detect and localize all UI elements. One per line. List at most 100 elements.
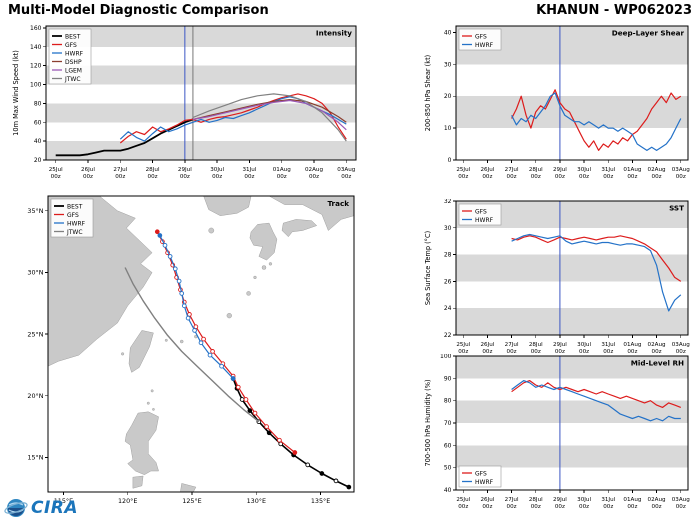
page-header: Multi-Model Diagnostic Comparison KHANUN… bbox=[8, 3, 692, 18]
svg-text:25Jul: 25Jul bbox=[456, 342, 470, 348]
svg-text:01Aug: 01Aug bbox=[623, 167, 641, 173]
svg-text:30Jul: 30Jul bbox=[210, 167, 224, 173]
cira-globe-icon bbox=[4, 499, 28, 517]
track-point-gfs bbox=[277, 437, 282, 443]
track-point-best bbox=[239, 397, 245, 402]
svg-text:00z: 00z bbox=[482, 349, 492, 355]
svg-text:00z: 00z bbox=[555, 174, 565, 180]
svg-text:00z: 00z bbox=[309, 174, 319, 180]
svg-text:27Jul: 27Jul bbox=[505, 497, 519, 503]
track-point-hwrf bbox=[179, 291, 185, 296]
island bbox=[179, 339, 184, 344]
svg-text:130°E: 130°E bbox=[247, 497, 266, 505]
svg-text:15°N: 15°N bbox=[27, 454, 43, 462]
band bbox=[456, 308, 688, 335]
shear-series-gfs bbox=[511, 89, 682, 152]
svg-text:26Jul: 26Jul bbox=[480, 167, 494, 173]
svg-text:00z: 00z bbox=[627, 504, 637, 510]
track-point-gfs bbox=[187, 312, 192, 317]
svg-text:00z: 00z bbox=[115, 174, 125, 180]
svg-text:26Jul: 26Jul bbox=[81, 167, 95, 173]
svg-text:30: 30 bbox=[444, 61, 452, 68]
land-korea bbox=[203, 196, 252, 216]
svg-text:40: 40 bbox=[34, 138, 42, 145]
svg-text:80: 80 bbox=[444, 398, 452, 405]
page-title: Multi-Model Diagnostic Comparison bbox=[8, 3, 269, 18]
svg-text:28Jul: 28Jul bbox=[529, 342, 543, 348]
svg-text:00z: 00z bbox=[482, 504, 492, 510]
svg-text:00z: 00z bbox=[603, 174, 613, 180]
track-point-hwrf bbox=[230, 376, 236, 381]
track-point-gfs bbox=[193, 324, 199, 330]
svg-text:00z: 00z bbox=[676, 504, 686, 510]
rh-chart-panel: 40 50 60 70 80 90 100 25Jul 00z 26Jul 00z 27Jul 00z 2… bbox=[420, 353, 692, 524]
svg-text:31Jul: 31Jul bbox=[601, 342, 615, 348]
svg-text:00z: 00z bbox=[341, 174, 351, 180]
rh-series-hwrf bbox=[511, 380, 681, 422]
band bbox=[46, 141, 356, 160]
svg-text:20: 20 bbox=[444, 93, 452, 100]
shear-chart-panel: 0 10 20 30 40 25Jul 00z 26Jul 00z 27Jul 00z 28Jul 00… bbox=[420, 24, 692, 194]
track-point-gfs bbox=[235, 384, 241, 390]
land-samar bbox=[180, 483, 197, 492]
svg-text:HWRF: HWRF bbox=[67, 220, 86, 227]
svg-text:26: 26 bbox=[444, 278, 452, 285]
svg-text:00z: 00z bbox=[603, 349, 613, 355]
svg-text:30Jul: 30Jul bbox=[577, 167, 591, 173]
svg-text:80: 80 bbox=[34, 100, 42, 107]
svg-text:27Jul: 27Jul bbox=[113, 167, 127, 173]
track-point-hwrf bbox=[198, 340, 204, 346]
svg-text:GFS: GFS bbox=[475, 33, 487, 40]
legend-box bbox=[50, 198, 94, 238]
svg-text:22: 22 bbox=[444, 332, 452, 339]
svg-text:Mid-Level RH: Mid-Level RH bbox=[631, 359, 684, 368]
svg-text:BEST: BEST bbox=[67, 203, 83, 210]
svg-text:00z: 00z bbox=[555, 349, 565, 355]
svg-text:01Aug: 01Aug bbox=[273, 167, 291, 173]
svg-text:26Jul: 26Jul bbox=[480, 497, 494, 503]
svg-text:00z: 00z bbox=[148, 174, 158, 180]
svg-text:GFS: GFS bbox=[475, 470, 487, 477]
svg-text:60: 60 bbox=[34, 119, 42, 126]
svg-text:29Jul: 29Jul bbox=[178, 167, 192, 173]
svg-text:20: 20 bbox=[34, 157, 42, 164]
svg-text:32: 32 bbox=[444, 199, 452, 205]
svg-text:00z: 00z bbox=[676, 174, 686, 180]
map-layers bbox=[48, 196, 354, 492]
land-shikoku bbox=[281, 219, 318, 238]
svg-text:70: 70 bbox=[444, 420, 452, 427]
svg-text:00z: 00z bbox=[652, 504, 662, 510]
island bbox=[150, 389, 154, 393]
svg-text:25Jul: 25Jul bbox=[456, 497, 470, 503]
svg-text:HWRF: HWRF bbox=[65, 50, 84, 57]
island bbox=[146, 401, 150, 405]
svg-text:26Jul: 26Jul bbox=[480, 342, 494, 348]
svg-text:JTWC: JTWC bbox=[66, 229, 83, 236]
land-taiwan bbox=[128, 330, 154, 373]
shear-series-hwrf bbox=[511, 92, 682, 152]
svg-text:00z: 00z bbox=[458, 349, 468, 355]
land-luzon bbox=[124, 411, 159, 475]
track-point-best bbox=[305, 462, 311, 468]
svg-text:00z: 00z bbox=[458, 504, 468, 510]
track-plot-svg: 115°E 120°E 125°E 130°E 135°E 15°N 20°N 25°N 30°… bbox=[27, 195, 355, 505]
svg-text:00z: 00z bbox=[627, 349, 637, 355]
band bbox=[46, 65, 356, 85]
sst-plot-svg: 22242628303225Jul00z26Jul00z27Jul00z28Ju… bbox=[424, 198, 690, 355]
land-kyushu bbox=[249, 222, 278, 261]
svg-text:28Jul: 28Jul bbox=[146, 167, 160, 173]
track-point-hwrf bbox=[181, 303, 187, 309]
track-point-hwrf bbox=[167, 254, 173, 259]
svg-text:GFS: GFS bbox=[65, 42, 77, 49]
svg-text:25Jul: 25Jul bbox=[456, 167, 470, 173]
island bbox=[261, 265, 267, 270]
svg-text:10: 10 bbox=[444, 125, 452, 132]
track-point-hwrf bbox=[176, 278, 182, 284]
island bbox=[226, 312, 232, 319]
svg-text:LGEM: LGEM bbox=[65, 67, 82, 74]
intensity-plot-svg: 2040608010012014016025Jul00z26Jul00z27Ju… bbox=[12, 25, 357, 180]
island bbox=[208, 227, 215, 234]
band bbox=[456, 254, 688, 282]
track-point-gfs bbox=[292, 450, 298, 455]
svg-text:00z: 00z bbox=[531, 174, 541, 180]
